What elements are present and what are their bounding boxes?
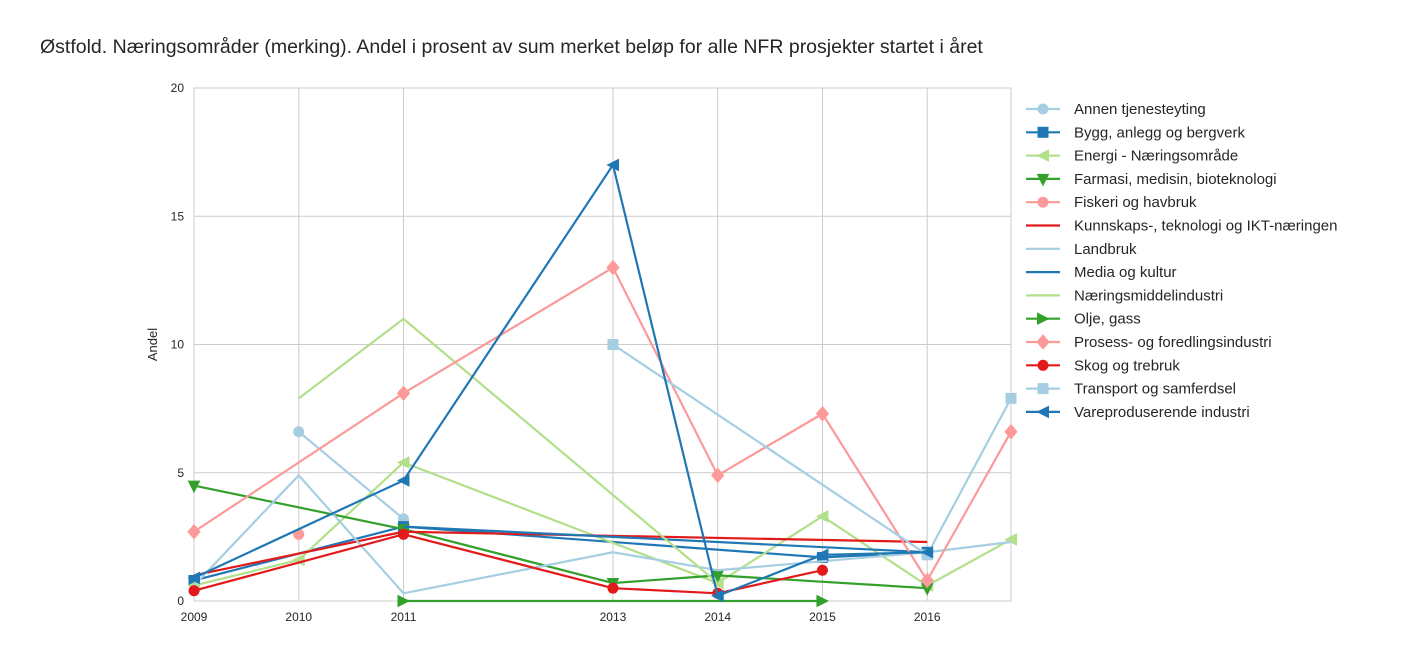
series-line xyxy=(193,484,928,590)
legend-label: Transport og samferdsel xyxy=(1074,381,1236,398)
series-line xyxy=(298,317,719,584)
legend-item: Olje, gass xyxy=(1026,311,1141,328)
x-axis: 2009 2010 2011 2013 2014 2015 2016 xyxy=(181,610,941,624)
y-tick-label: 15 xyxy=(171,209,185,223)
y-axis: 0 5 10 15 20 xyxy=(171,81,185,608)
legend-item: Skog og trebruk xyxy=(1026,357,1180,374)
series-landbruk xyxy=(193,474,1012,595)
data-point xyxy=(187,480,201,494)
legend-label: Næringsmiddelindustri xyxy=(1074,287,1223,304)
x-tick-label: 2011 xyxy=(391,610,417,624)
data-point xyxy=(397,594,411,608)
legend-label: Farmasi, medisin, bioteknologi xyxy=(1074,171,1277,188)
legend-item: Fiskeri og havbruk xyxy=(1026,194,1197,211)
legend-item: Næringsmiddelindustri xyxy=(1026,287,1223,304)
data-point xyxy=(815,510,829,523)
x-tick-label: 2015 xyxy=(809,610,836,624)
series-group xyxy=(187,158,1018,608)
legend-label: Bygg, anlegg og bergverk xyxy=(1074,124,1245,141)
series-line xyxy=(193,474,1012,595)
legend-label: Vareproduserende industri xyxy=(1074,404,1250,421)
series-prosess-og-foredlingsindustri xyxy=(187,259,1018,589)
data-point xyxy=(607,582,619,594)
legend-label: Prosess- og foredlingsindustri xyxy=(1074,334,1272,351)
legend-item: Landbruk xyxy=(1026,241,1137,258)
y-axis-label: Andel xyxy=(145,328,160,361)
series-naeringsmiddelindustri xyxy=(298,317,719,584)
data-point xyxy=(711,589,724,603)
data-point xyxy=(606,259,620,276)
data-point xyxy=(397,528,409,540)
legend-label: Energi - Næringsområde xyxy=(1074,148,1238,165)
series-line xyxy=(298,430,405,520)
data-point xyxy=(188,585,200,597)
legend-item: Farmasi, medisin, bioteknologi xyxy=(1026,171,1277,188)
series-vareproduserende-industri xyxy=(187,158,934,603)
series-transport-og-samferdsel xyxy=(607,339,1017,561)
legend-marker xyxy=(1036,334,1050,350)
x-tick-label: 2013 xyxy=(600,610,627,624)
chart-title: Østfold. Næringsområder (merking). Andel… xyxy=(40,36,983,58)
legend-item: Prosess- og foredlingsindustri xyxy=(1026,334,1272,351)
x-tick-label: 2016 xyxy=(914,610,941,624)
data-point xyxy=(816,564,828,576)
legend-marker xyxy=(1037,126,1049,138)
legend-item: Transport og samferdsel xyxy=(1026,381,1236,398)
legend-marker xyxy=(1037,383,1049,395)
legend-item: Annen tjenesteyting xyxy=(1026,101,1206,118)
data-point xyxy=(396,456,410,469)
data-point xyxy=(606,158,619,172)
x-tick-label: 2014 xyxy=(704,610,731,624)
legend-marker xyxy=(1037,359,1049,371)
data-point xyxy=(1004,423,1018,440)
legend-item: Vareproduserende industri xyxy=(1026,404,1250,421)
legend-marker xyxy=(1036,405,1049,419)
legend-item: Bygg, anlegg og bergverk xyxy=(1026,124,1245,141)
legend-item: Media og kultur xyxy=(1026,264,1177,281)
y-tick-label: 5 xyxy=(177,466,184,480)
legend-label: Skog og trebruk xyxy=(1074,357,1180,374)
legend-label: Fiskeri og havbruk xyxy=(1074,194,1197,211)
data-point xyxy=(815,405,830,422)
legend-marker xyxy=(1037,196,1049,208)
series-olje-gass xyxy=(397,594,830,608)
legend-marker xyxy=(1036,149,1049,162)
data-point xyxy=(396,385,411,402)
legend-label: Olje, gass xyxy=(1074,311,1141,328)
data-point xyxy=(187,571,200,585)
x-tick-label: 2010 xyxy=(285,610,312,624)
data-point xyxy=(920,572,934,589)
legend-item: Energi - Næringsområde xyxy=(1026,148,1238,165)
y-tick-label: 20 xyxy=(171,81,185,95)
grid xyxy=(193,87,1011,602)
data-point xyxy=(1005,392,1017,404)
data-point xyxy=(187,523,201,540)
series-line xyxy=(193,266,1012,582)
x-tick-label: 2009 xyxy=(181,610,208,624)
data-point xyxy=(816,594,830,608)
legend-marker xyxy=(1036,173,1050,187)
y-tick-label: 10 xyxy=(171,338,185,352)
legend-marker xyxy=(1037,312,1050,326)
series-line xyxy=(193,163,928,597)
data-point xyxy=(607,339,619,350)
data-point xyxy=(815,548,829,562)
data-point xyxy=(396,474,410,487)
legend-label: Landbruk xyxy=(1074,241,1137,258)
legend-label: Kunnskaps-, teknologi og IKT-næringen xyxy=(1074,218,1338,235)
legend-marker xyxy=(1037,103,1049,115)
data-point xyxy=(711,467,725,484)
data-point xyxy=(293,426,305,438)
legend-label: Media og kultur xyxy=(1074,264,1177,281)
legend-item: Kunnskaps-, teknologi og IKT-næringen xyxy=(1026,218,1338,235)
y-tick-label: 0 xyxy=(177,594,184,608)
legend: Annen tjenesteyting Bygg, anlegg og bergv… xyxy=(1026,101,1338,421)
legend-label: Annen tjenesteyting xyxy=(1074,101,1206,118)
series-line xyxy=(193,461,1012,587)
data-point xyxy=(920,545,934,559)
